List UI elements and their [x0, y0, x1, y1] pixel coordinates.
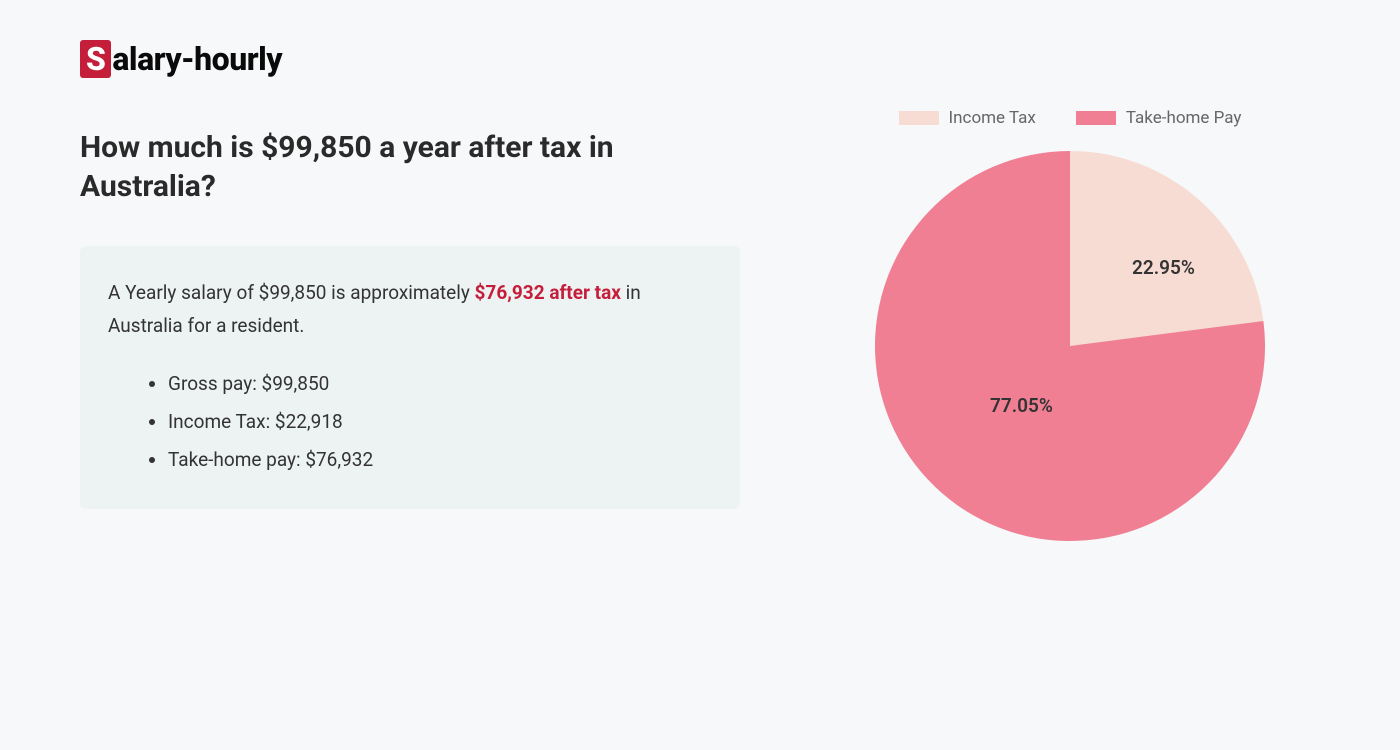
pie-chart: 22.95% 77.05%	[870, 146, 1270, 546]
chart-legend: Income Tax Take-home Pay	[820, 108, 1320, 128]
list-item: Gross pay: $99,850	[168, 365, 710, 403]
page-title: How much is $99,850 a year after tax in …	[80, 128, 740, 206]
left-column: How much is $99,850 a year after tax in …	[80, 128, 740, 546]
main-content: How much is $99,850 a year after tax in …	[80, 128, 1320, 546]
summary-sentence: A Yearly salary of $99,850 is approximat…	[108, 276, 710, 343]
list-item: Income Tax: $22,918	[168, 403, 710, 441]
pie-slice-label-2: 77.05%	[990, 394, 1053, 417]
logo-badge: S	[80, 40, 111, 78]
summary-box: A Yearly salary of $99,850 is approximat…	[80, 246, 740, 509]
summary-list: Gross pay: $99,850 Income Tax: $22,918 T…	[108, 365, 710, 479]
summary-highlight: $76,932 after tax	[475, 281, 621, 304]
site-logo: Salary-hourly	[80, 40, 1320, 78]
legend-swatch-2	[1076, 111, 1116, 125]
legend-item: Income Tax	[899, 108, 1036, 128]
legend-item: Take-home Pay	[1076, 108, 1242, 128]
summary-pre: A Yearly salary of $99,850 is approximat…	[108, 281, 475, 304]
list-item: Take-home pay: $76,932	[168, 441, 710, 479]
legend-label: Income Tax	[949, 108, 1036, 128]
pie-svg	[870, 146, 1270, 546]
legend-label: Take-home Pay	[1126, 108, 1242, 128]
chart-column: Income Tax Take-home Pay 22.95% 77.05%	[820, 128, 1320, 546]
legend-swatch-1	[899, 111, 939, 125]
logo-text: alary-hourly	[112, 40, 282, 78]
pie-slice-label-1: 22.95%	[1132, 256, 1195, 279]
